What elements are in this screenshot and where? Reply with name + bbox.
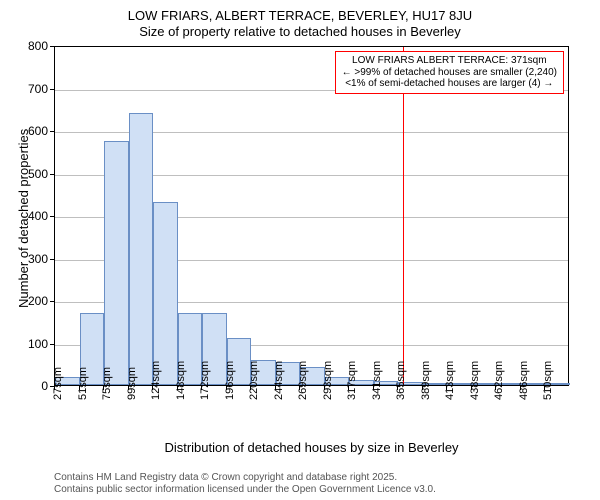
y-tick-mark [50,259,54,260]
attribution-footer: Contains HM Land Registry data © Crown c… [54,472,436,496]
y-tick-label: 500 [20,167,48,181]
x-tick-mark [54,386,55,390]
x-tick-mark [495,386,496,390]
x-tick-mark [446,386,447,390]
y-tick-label: 0 [20,379,48,393]
y-tick-mark [50,89,54,90]
annotation-line: <1% of semi-detached houses are larger (… [342,78,557,90]
y-tick-label: 200 [20,294,48,308]
footer-line-2: Contains public sector information licen… [54,484,436,496]
histogram-bar [104,141,129,385]
y-tick-mark [50,46,54,47]
y-tick-label: 300 [20,252,48,266]
histogram-bar [153,202,178,385]
plot-area: LOW FRIARS ALBERT TERRACE: 371sqm← >99% … [54,46,569,386]
y-tick-mark [50,301,54,302]
title-line-1: LOW FRIARS, ALBERT TERRACE, BEVERLEY, HU… [0,8,600,24]
y-tick-label: 400 [20,209,48,223]
x-tick-mark [422,386,423,390]
histogram-bar [129,113,154,385]
y-tick-mark [50,216,54,217]
x-tick-mark [520,386,521,390]
annotation-line: ← >99% of detached houses are smaller (2… [342,67,557,79]
y-tick-mark [50,174,54,175]
property-size-marker-line [403,47,404,385]
x-tick-mark [128,386,129,390]
annotation-line: LOW FRIARS ALBERT TERRACE: 371sqm [342,55,557,67]
x-tick-mark [201,386,202,390]
x-tick-mark [397,386,398,390]
x-tick-mark [250,386,251,390]
x-tick-mark [79,386,80,390]
annotation-box: LOW FRIARS ALBERT TERRACE: 371sqm← >99% … [335,51,564,94]
y-tick-mark [50,344,54,345]
x-tick-mark [324,386,325,390]
y-tick-label: 800 [20,39,48,53]
y-tick-label: 600 [20,124,48,138]
x-tick-mark [299,386,300,390]
x-tick-mark [226,386,227,390]
x-tick-mark [348,386,349,390]
chart-titles: LOW FRIARS, ALBERT TERRACE, BEVERLEY, HU… [0,8,600,39]
x-tick-mark [544,386,545,390]
footer-line-1: Contains HM Land Registry data © Crown c… [54,472,436,484]
x-tick-mark [152,386,153,390]
x-tick-mark [103,386,104,390]
y-tick-label: 100 [20,337,48,351]
x-tick-mark [373,386,374,390]
y-tick-label: 700 [20,82,48,96]
x-tick-mark [471,386,472,390]
chart-root: LOW FRIARS, ALBERT TERRACE, BEVERLEY, HU… [0,0,600,500]
x-tick-mark [177,386,178,390]
x-axis-label: Distribution of detached houses by size … [54,440,569,455]
title-line-2: Size of property relative to detached ho… [0,24,600,40]
x-tick-mark [275,386,276,390]
y-tick-mark [50,131,54,132]
